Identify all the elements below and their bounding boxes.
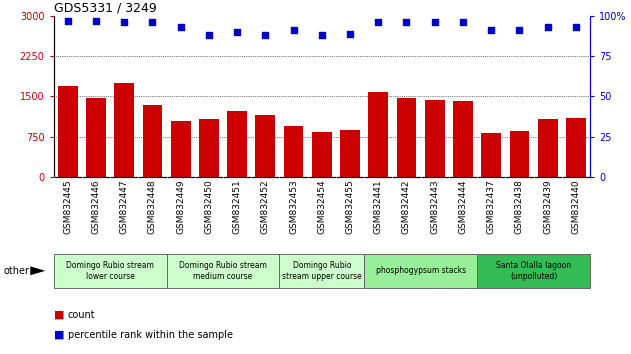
Bar bbox=[312, 132, 332, 177]
Text: percentile rank within the sample: percentile rank within the sample bbox=[68, 330, 232, 339]
Text: GSM832451: GSM832451 bbox=[233, 179, 242, 234]
Bar bbox=[143, 104, 162, 177]
Bar bbox=[167, 254, 280, 288]
Point bbox=[261, 33, 271, 38]
Bar bbox=[340, 130, 360, 177]
Text: ■: ■ bbox=[54, 310, 64, 320]
Point bbox=[571, 24, 581, 30]
Bar bbox=[280, 254, 364, 288]
Text: GSM832452: GSM832452 bbox=[261, 179, 270, 234]
Text: GSM832455: GSM832455 bbox=[346, 179, 355, 234]
Text: GSM832446: GSM832446 bbox=[91, 179, 100, 234]
Text: GSM832443: GSM832443 bbox=[430, 179, 439, 234]
Point bbox=[148, 19, 158, 25]
Bar bbox=[538, 119, 558, 177]
Bar bbox=[369, 92, 388, 177]
Bar bbox=[58, 86, 78, 177]
Point bbox=[486, 28, 496, 33]
Text: GSM832450: GSM832450 bbox=[204, 179, 213, 234]
Point bbox=[232, 29, 242, 35]
Text: Domingo Rubio
stream upper course: Domingo Rubio stream upper course bbox=[282, 261, 362, 280]
Bar bbox=[566, 119, 586, 177]
Point bbox=[543, 24, 553, 30]
Text: GSM832442: GSM832442 bbox=[402, 179, 411, 234]
Text: GSM832437: GSM832437 bbox=[487, 179, 496, 234]
Text: phosphogypsum stacks: phosphogypsum stacks bbox=[375, 266, 466, 275]
Text: GSM832438: GSM832438 bbox=[515, 179, 524, 234]
Text: Santa Olalla lagoon
(unpolluted): Santa Olalla lagoon (unpolluted) bbox=[496, 261, 571, 280]
Point bbox=[401, 19, 411, 25]
Bar bbox=[54, 254, 167, 288]
Text: Domingo Rubio stream
lower course: Domingo Rubio stream lower course bbox=[66, 261, 154, 280]
Text: GSM832444: GSM832444 bbox=[459, 179, 468, 234]
Text: GSM832447: GSM832447 bbox=[120, 179, 129, 234]
Text: GSM832440: GSM832440 bbox=[572, 179, 581, 234]
Text: GSM832454: GSM832454 bbox=[317, 179, 326, 234]
Bar bbox=[86, 98, 106, 177]
Bar bbox=[199, 119, 219, 177]
Point bbox=[430, 19, 440, 25]
Bar bbox=[114, 83, 134, 177]
Bar bbox=[227, 112, 247, 177]
Point bbox=[317, 33, 327, 38]
Bar bbox=[481, 133, 501, 177]
Text: GSM832448: GSM832448 bbox=[148, 179, 157, 234]
Text: Domingo Rubio stream
medium course: Domingo Rubio stream medium course bbox=[179, 261, 267, 280]
Text: GSM832445: GSM832445 bbox=[63, 179, 72, 234]
Bar bbox=[510, 131, 529, 177]
Point bbox=[119, 19, 129, 25]
Polygon shape bbox=[30, 266, 45, 275]
Point bbox=[175, 24, 186, 30]
Point bbox=[458, 19, 468, 25]
Text: GSM832453: GSM832453 bbox=[289, 179, 298, 234]
Bar bbox=[397, 98, 416, 177]
Text: count: count bbox=[68, 310, 95, 320]
Text: GSM832449: GSM832449 bbox=[176, 179, 185, 234]
Bar bbox=[364, 254, 477, 288]
Bar bbox=[453, 101, 473, 177]
Text: GSM832441: GSM832441 bbox=[374, 179, 383, 234]
Text: other: other bbox=[3, 266, 29, 276]
Point bbox=[62, 18, 73, 24]
Text: ■: ■ bbox=[54, 330, 64, 339]
Point bbox=[373, 19, 383, 25]
Point bbox=[204, 33, 214, 38]
Bar bbox=[477, 254, 590, 288]
Bar bbox=[171, 121, 191, 177]
Point bbox=[345, 31, 355, 36]
Point bbox=[91, 18, 101, 24]
Bar bbox=[425, 100, 445, 177]
Bar bbox=[284, 126, 304, 177]
Point bbox=[514, 28, 524, 33]
Text: GDS5331 / 3249: GDS5331 / 3249 bbox=[54, 2, 156, 15]
Point bbox=[288, 28, 298, 33]
Bar bbox=[256, 115, 275, 177]
Text: GSM832439: GSM832439 bbox=[543, 179, 552, 234]
